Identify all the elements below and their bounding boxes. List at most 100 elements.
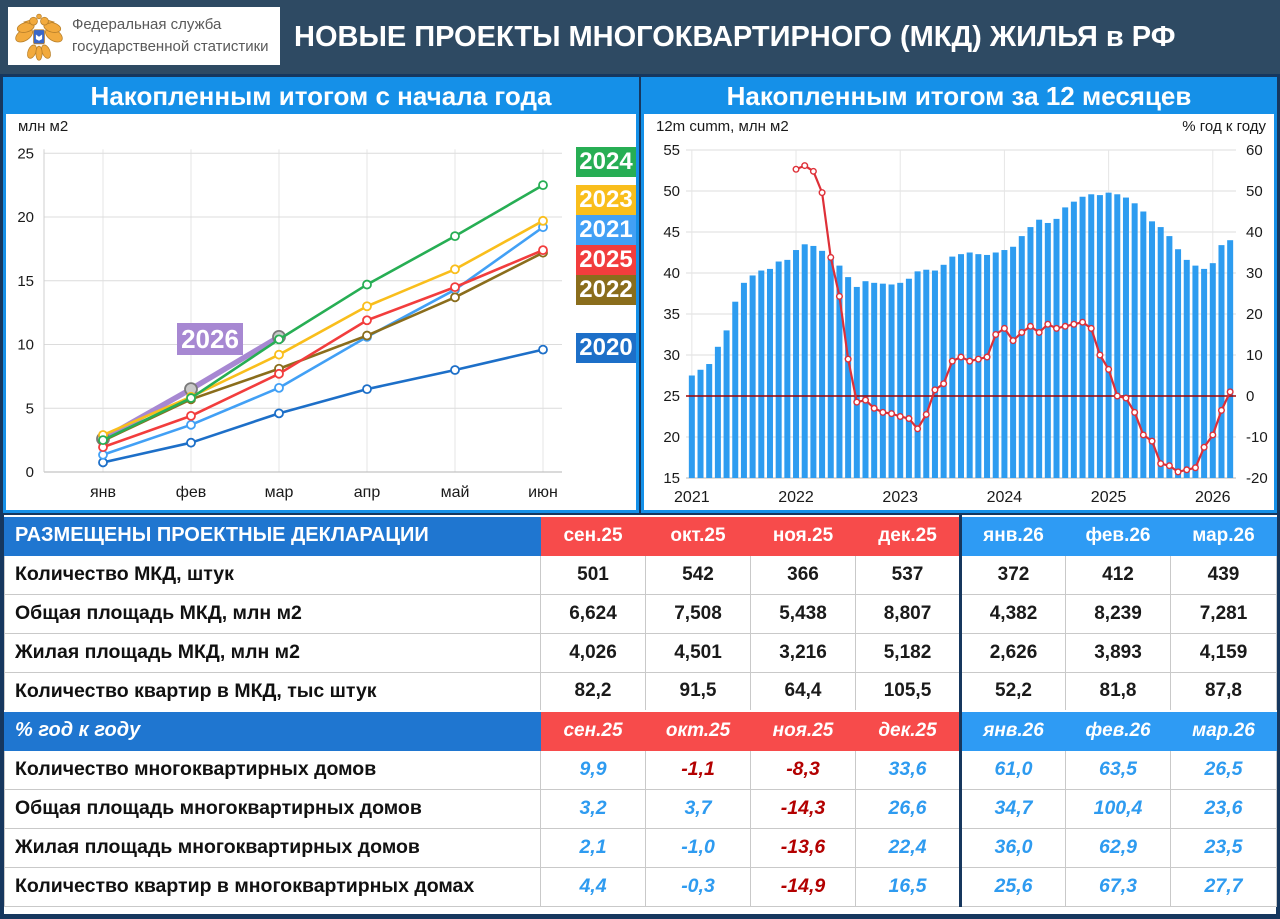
legend-2022: 2022 [576, 275, 636, 305]
value-cell: 4,026 [540, 632, 646, 673]
value-cell: 4,159 [1170, 632, 1277, 673]
svg-text:40: 40 [663, 265, 680, 282]
yoy-value-cell: 26,5 [1170, 749, 1277, 790]
svg-text:2023: 2023 [882, 489, 918, 506]
svg-text:35: 35 [663, 306, 680, 323]
yoy-value-cell: 9,9 [540, 749, 646, 790]
svg-text:5: 5 [26, 400, 34, 417]
value-cell: 8,807 [855, 593, 961, 634]
yoy-value-cell: 36,0 [959, 827, 1066, 868]
table-row: Общая площадь МКД, млн м2 6,624 7,508 5,438… [4, 593, 1277, 634]
declarations-table-wrap: РАЗМЕЩЕНЫ ПРОЕКТНЫЕ ДЕКЛАРАЦИИ сен.25 окт.… [4, 515, 1277, 914]
legend-2023: 2023 [576, 185, 636, 215]
ytd-chart-panel: Накопленным итогом с начала года млн м2 … [3, 77, 639, 513]
svg-text:60: 60 [1246, 142, 1263, 159]
svg-text:30: 30 [1246, 265, 1263, 282]
value-cell: 412 [1065, 554, 1171, 595]
month-header-cell: сен.25 [540, 710, 646, 751]
rolling12m-chart-area: 12m cumm, млн м2 % год к году 15 20 25 30 35… [644, 114, 1274, 510]
svg-text:мар: мар [265, 484, 294, 501]
rosstat-emblem-icon [14, 9, 64, 63]
svg-text:0: 0 [1246, 388, 1254, 405]
svg-text:55: 55 [663, 142, 680, 159]
svg-text:янв: янв [90, 484, 116, 501]
rolling12m-left-axis-label: 12m cumm, млн м2 [656, 118, 789, 135]
yoy-value-cell: 63,5 [1065, 749, 1171, 790]
yoy-value-cell: 100,4 [1065, 788, 1171, 829]
yoy-value-cell: -13,6 [750, 827, 856, 868]
table-row: Количество квартир в МКД, тыс штук 82,2 91… [4, 671, 1277, 712]
yoy-value-cell: 34,7 [959, 788, 1066, 829]
yoy-value-cell: -1,0 [645, 827, 751, 868]
yoy-value-cell: 23,5 [1170, 827, 1277, 868]
rosstat-logo-text: Федеральная служба государственной стати… [72, 14, 269, 59]
value-cell: 81,8 [1065, 671, 1171, 712]
ytd-chart-title: Накопленным итогом с начала года [6, 80, 636, 114]
month-header-cell: дек.25 [855, 515, 961, 556]
table-row: Количество МКД, штук 501 542 366 537 372 412 43… [4, 554, 1277, 595]
value-cell: 8,239 [1065, 593, 1171, 634]
table-section-header-yoy: % год к году сен.25 окт.25 ноя.25 дек.25 янв.… [4, 710, 1277, 751]
12m-bar-chart: 152025303540455055-20-100102030405060202… [663, 142, 1268, 506]
rolling12m-chart-panel: Накопленным итогом за 12 месяцев 12m cum… [641, 77, 1277, 513]
section-title-cell: РАЗМЕЩЕНЫ ПРОЕКТНЫЕ ДЕКЛАРАЦИИ [4, 515, 541, 556]
month-header-cell: дек.25 [855, 710, 961, 751]
month-header-cell: сен.25 [540, 515, 646, 556]
row-label-cell: Количество многоквартирных домов [4, 749, 541, 790]
row-label-cell: Количество квартир в многоквартирных дом… [4, 866, 541, 907]
table-row: Количество многоквартирных домов 9,9 -1,1-… [4, 749, 1277, 790]
svg-text:15: 15 [17, 273, 34, 290]
value-cell: 542 [645, 554, 751, 595]
value-cell: 366 [750, 554, 856, 595]
svg-text:май: май [441, 484, 470, 501]
yoy-value-cell: 2,1 [540, 827, 646, 868]
svg-text:апр: апр [354, 484, 381, 501]
value-cell: 91,5 [645, 671, 751, 712]
ytd-y-axis-label: млн м2 [18, 118, 69, 135]
svg-text:20: 20 [663, 429, 680, 446]
yoy-value-cell: 16,5 [855, 866, 961, 907]
value-cell: 52,2 [959, 671, 1066, 712]
svg-text:-10: -10 [1246, 429, 1268, 446]
month-header-cell: янв.26 [959, 515, 1066, 556]
month-header-cell: ноя.25 [750, 515, 856, 556]
yoy-value-cell: -8,3 [750, 749, 856, 790]
value-cell: 4,382 [959, 593, 1066, 634]
ytd-line-chart: 0 5 10 15 20 25 янв фев мар апр май июн 2026 [17, 145, 562, 501]
svg-text:25: 25 [663, 388, 680, 405]
value-cell: 3,893 [1065, 632, 1171, 673]
logo-line1: Федеральная служба [72, 15, 222, 33]
svg-text:25: 25 [17, 145, 34, 162]
table-row: Общая площадь многоквартирных домов 3,2 3,… [4, 788, 1277, 829]
yoy-value-cell: 27,7 [1170, 866, 1277, 907]
svg-text:15: 15 [663, 470, 680, 487]
value-cell: 64,4 [750, 671, 856, 712]
svg-text:30: 30 [663, 347, 680, 364]
declarations-table: РАЗМЕЩЕНЫ ПРОЕКТНЫЕ ДЕКЛАРАЦИИ сен.25 окт.… [4, 515, 1277, 907]
row-label-cell: Количество квартир в МКД, тыс штук [4, 671, 541, 712]
row-label-cell: Жилая площадь МКД, млн м2 [4, 632, 541, 673]
svg-text:2026: 2026 [1195, 489, 1231, 506]
legend-2020: 2020 [576, 333, 636, 363]
value-cell: 3,216 [750, 632, 856, 673]
value-cell: 7,281 [1170, 593, 1277, 634]
svg-text:июн: июн [528, 484, 558, 501]
value-cell: 5,438 [750, 593, 856, 634]
month-header-cell: янв.26 [959, 710, 1066, 751]
value-cell: 537 [855, 554, 961, 595]
title-bar: Федеральная служба государственной стати… [0, 0, 1280, 74]
svg-text:10: 10 [17, 337, 34, 354]
value-cell: 2,626 [959, 632, 1066, 673]
legend-2024: 2024 [576, 147, 636, 177]
svg-text:-20: -20 [1246, 470, 1268, 487]
table-row: Жилая площадь многоквартирных домов 2,1 -1… [4, 827, 1277, 868]
svg-text:10: 10 [1246, 347, 1263, 364]
yoy-value-cell: 4,4 [540, 866, 646, 907]
legend-2025: 2025 [576, 245, 636, 275]
month-header-cell: мар.26 [1170, 710, 1277, 751]
yoy-value-cell: 61,0 [959, 749, 1066, 790]
svg-text:2025: 2025 [1091, 489, 1127, 506]
yoy-value-cell: 23,6 [1170, 788, 1277, 829]
value-cell: 4,501 [645, 632, 751, 673]
value-cell: 87,8 [1170, 671, 1277, 712]
